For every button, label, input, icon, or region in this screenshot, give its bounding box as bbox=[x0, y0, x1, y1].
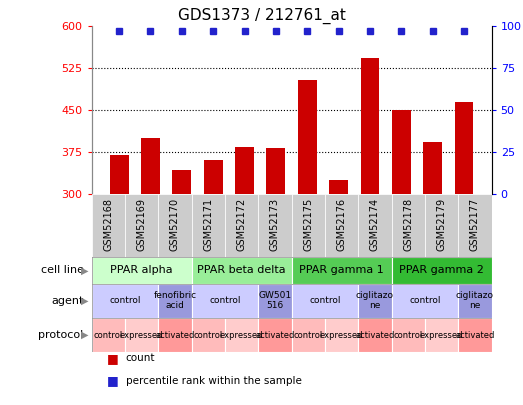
Bar bbox=[204, 160, 223, 194]
Text: control: control bbox=[109, 296, 141, 305]
Text: GSM52175: GSM52175 bbox=[303, 198, 313, 251]
Bar bbox=[425, 194, 458, 257]
Bar bbox=[392, 284, 458, 318]
Bar bbox=[423, 142, 442, 194]
Bar bbox=[392, 257, 492, 284]
Bar bbox=[291, 257, 392, 284]
Text: PPAR alpha: PPAR alpha bbox=[110, 265, 173, 275]
Bar bbox=[454, 102, 473, 194]
Bar bbox=[425, 318, 458, 352]
Bar bbox=[158, 318, 191, 352]
Text: protocol: protocol bbox=[38, 330, 84, 340]
Text: expressed: expressed bbox=[220, 330, 263, 340]
Bar bbox=[92, 194, 125, 257]
Text: ▶: ▶ bbox=[82, 296, 89, 306]
Text: ▶: ▶ bbox=[82, 265, 89, 275]
Bar bbox=[92, 284, 158, 318]
Bar bbox=[329, 180, 348, 194]
Text: fenofibric
acid: fenofibric acid bbox=[153, 291, 197, 310]
Text: expressed: expressed bbox=[120, 330, 163, 340]
Text: ciglitazo
ne: ciglitazo ne bbox=[456, 291, 494, 310]
Bar bbox=[325, 194, 358, 257]
Bar bbox=[191, 257, 292, 284]
Text: control: control bbox=[94, 330, 123, 340]
Bar bbox=[173, 171, 191, 194]
Bar bbox=[458, 194, 492, 257]
Text: GSM52176: GSM52176 bbox=[337, 198, 347, 251]
Bar bbox=[92, 318, 125, 352]
Bar bbox=[191, 284, 258, 318]
Text: control: control bbox=[394, 330, 423, 340]
Bar bbox=[235, 147, 254, 194]
Text: GSM52172: GSM52172 bbox=[236, 198, 246, 251]
Text: GSM52174: GSM52174 bbox=[370, 198, 380, 251]
Bar bbox=[158, 284, 191, 318]
Bar bbox=[267, 149, 286, 194]
Text: ciglitazo
ne: ciglitazo ne bbox=[356, 291, 394, 310]
Text: expressed: expressed bbox=[420, 330, 463, 340]
Bar bbox=[258, 194, 292, 257]
Text: count: count bbox=[126, 354, 155, 363]
Bar bbox=[125, 318, 158, 352]
Bar bbox=[358, 318, 392, 352]
Text: GSM52171: GSM52171 bbox=[203, 198, 213, 251]
Bar bbox=[291, 284, 358, 318]
Text: GSM52178: GSM52178 bbox=[403, 198, 413, 251]
Bar bbox=[392, 194, 425, 257]
Text: GSM52173: GSM52173 bbox=[270, 198, 280, 251]
Bar bbox=[392, 318, 425, 352]
Bar bbox=[291, 318, 325, 352]
Text: control: control bbox=[194, 330, 223, 340]
Bar bbox=[358, 194, 392, 257]
Text: cell line: cell line bbox=[41, 265, 84, 275]
Text: percentile rank within the sample: percentile rank within the sample bbox=[126, 376, 301, 386]
Text: GDS1373 / 212761_at: GDS1373 / 212761_at bbox=[178, 8, 345, 24]
Text: ▶: ▶ bbox=[82, 330, 89, 340]
Text: expressed: expressed bbox=[320, 330, 363, 340]
Bar bbox=[110, 155, 129, 194]
Bar bbox=[392, 110, 411, 194]
Text: GSM52168: GSM52168 bbox=[103, 198, 113, 251]
Text: activated: activated bbox=[455, 330, 495, 340]
Bar bbox=[92, 257, 191, 284]
Text: ■: ■ bbox=[107, 374, 119, 387]
Text: control: control bbox=[209, 296, 241, 305]
Text: GSM52177: GSM52177 bbox=[470, 198, 480, 251]
Bar bbox=[191, 318, 225, 352]
Text: GSM52179: GSM52179 bbox=[437, 198, 447, 251]
Text: ■: ■ bbox=[107, 352, 119, 365]
Bar bbox=[141, 139, 160, 194]
Text: PPAR beta delta: PPAR beta delta bbox=[197, 265, 286, 275]
Text: PPAR gamma 1: PPAR gamma 1 bbox=[299, 265, 384, 275]
Bar bbox=[258, 284, 292, 318]
Bar bbox=[360, 58, 379, 194]
Text: activated: activated bbox=[155, 330, 195, 340]
Text: activated: activated bbox=[255, 330, 294, 340]
Text: GW501
516: GW501 516 bbox=[258, 291, 291, 310]
Bar bbox=[258, 318, 292, 352]
Text: control: control bbox=[293, 330, 323, 340]
Bar bbox=[292, 194, 325, 257]
Bar bbox=[225, 318, 258, 352]
Bar bbox=[358, 284, 392, 318]
Bar bbox=[191, 194, 225, 257]
Text: control: control bbox=[409, 296, 441, 305]
Text: GSM52169: GSM52169 bbox=[137, 198, 146, 251]
Text: agent: agent bbox=[51, 296, 84, 306]
Text: GSM52170: GSM52170 bbox=[170, 198, 180, 251]
Bar bbox=[225, 194, 258, 257]
Bar bbox=[298, 79, 316, 194]
Text: activated: activated bbox=[355, 330, 395, 340]
Bar bbox=[458, 318, 492, 352]
Bar bbox=[125, 194, 158, 257]
Bar bbox=[325, 318, 358, 352]
Bar bbox=[158, 194, 191, 257]
Text: PPAR gamma 2: PPAR gamma 2 bbox=[399, 265, 484, 275]
Text: control: control bbox=[309, 296, 340, 305]
Bar bbox=[458, 284, 492, 318]
